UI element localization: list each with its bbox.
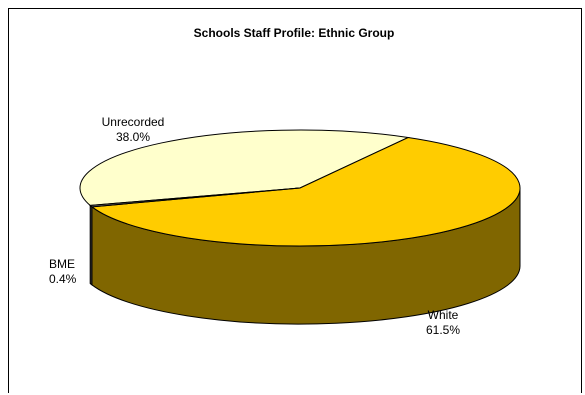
label-white-name: White <box>428 308 459 322</box>
chart-title: Schools Staff Profile: Ethnic Group <box>194 26 395 40</box>
label-white-value: 61.5% <box>426 323 460 337</box>
label-unrecorded-name: Unrecorded <box>102 115 165 129</box>
pie-slice-unrecorded <box>79 129 410 206</box>
label-bme-name: BME <box>49 257 75 271</box>
pie-slice-white <box>90 136 521 247</box>
pie-slice-bme <box>88 187 301 208</box>
label-bme-value: 0.4% <box>49 272 77 286</box>
label-unrecorded-value: 38.0% <box>116 130 150 144</box>
pie-side-bme <box>89 204 93 286</box>
